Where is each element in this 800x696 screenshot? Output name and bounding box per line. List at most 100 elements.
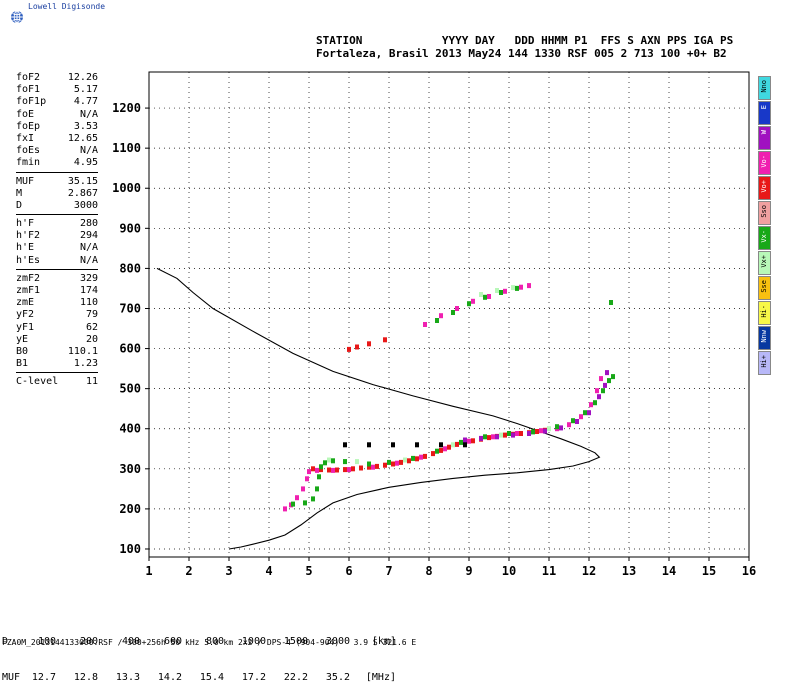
- param-value: 35.15: [67, 175, 98, 187]
- echo-point: [291, 501, 295, 507]
- legend-swatch: Sso: [758, 201, 771, 225]
- echo-point: [455, 306, 459, 311]
- globe-icon: [11, 10, 23, 24]
- echo-point: [319, 464, 323, 470]
- echo-point: [431, 451, 435, 457]
- param-row: B0 110.1: [16, 346, 98, 358]
- x-tick-label: 14: [662, 564, 676, 578]
- muf-distance-cell: 600: [163, 636, 182, 647]
- echo-point: [555, 424, 559, 430]
- echo-point: [301, 486, 305, 492]
- muf-value-row: MUF 12.7 12.8 13.3 14.2 15.4 17.2 22.2 35.2 [MHz]: [2, 672, 396, 684]
- echo-point: [579, 414, 583, 420]
- echo-point: [583, 410, 587, 416]
- y-tick-label: 300: [119, 462, 141, 476]
- param-value: 5.17: [73, 84, 98, 96]
- x-tick-label: 16: [742, 564, 756, 578]
- legend-label: Sse: [760, 280, 768, 293]
- muf-value-unit: [MHz]: [365, 672, 396, 683]
- echo-point: [435, 448, 439, 454]
- station-header-values: Fortaleza, Brasil 2013 May24 144 1330 RS…: [316, 47, 727, 60]
- param-row: fxI 12.65: [16, 133, 98, 145]
- muf-distance-cell: 3000: [325, 636, 350, 647]
- muf-value-cell: 17.2: [241, 672, 266, 683]
- echo-point: [343, 442, 347, 448]
- param-label: fmin: [16, 157, 41, 169]
- echo-point: [527, 431, 531, 436]
- x-tick-label: 4: [265, 564, 272, 578]
- param-row: foE N/A: [16, 109, 98, 121]
- echo-point: [559, 425, 563, 431]
- param-label: fxI: [16, 132, 35, 144]
- echo-point: [439, 447, 443, 453]
- station-header-labels: STATION YYYY DAY DDD HHMM P1 FFS S AXN P…: [316, 34, 734, 47]
- echo-point: [283, 506, 287, 512]
- param-label: D: [16, 199, 23, 211]
- legend-label: Vo+: [760, 180, 768, 193]
- x-tick-label: 11: [542, 564, 556, 578]
- param-value: 110.1: [67, 345, 98, 357]
- echo-point: [351, 466, 355, 472]
- param-label: yF2: [16, 309, 35, 321]
- echo-point: [575, 419, 579, 424]
- echo-point: [543, 428, 547, 434]
- param-value: 12.65: [67, 132, 98, 144]
- echo-point: [295, 495, 299, 501]
- echo-point: [447, 444, 451, 450]
- param-row: foF1p 4.77: [16, 96, 98, 108]
- echo-point: [601, 388, 605, 394]
- param-separator: [16, 171, 98, 173]
- echo-point: [463, 442, 467, 448]
- param-value: 174: [79, 285, 98, 296]
- echo-point: [487, 294, 491, 299]
- echo-point: [499, 290, 503, 295]
- param-row: D 3000: [16, 200, 98, 212]
- echo-point: [315, 486, 319, 492]
- param-row: foEp 3.53: [16, 121, 98, 133]
- param-value: N/A: [79, 108, 98, 120]
- param-label: foF2: [16, 72, 41, 83]
- legend-swatch: Vx-: [758, 226, 771, 250]
- param-value: 11: [85, 376, 98, 388]
- echo-point: [303, 500, 307, 506]
- legend-swatch: Vo+: [758, 176, 771, 200]
- param-value: 110: [79, 297, 98, 309]
- muf-distance-cell: 200: [79, 636, 98, 647]
- param-separator: [16, 372, 98, 374]
- echo-point: [371, 464, 375, 470]
- echo-point: [315, 467, 319, 473]
- echo-point: [511, 285, 515, 291]
- x-tick-label: 9: [465, 564, 472, 578]
- param-value: 12.26: [67, 72, 98, 83]
- param-label: foF1p: [16, 96, 47, 108]
- echo-point: [495, 288, 499, 293]
- x-tick-label: 10: [502, 564, 516, 578]
- echo-point: [467, 301, 471, 307]
- param-row: fmin 4.95: [16, 157, 98, 169]
- echo-point: [499, 432, 503, 438]
- echo-point: [495, 434, 499, 440]
- echo-point: [605, 370, 609, 376]
- x-tick-label: 5: [305, 564, 312, 578]
- legend-swatch: Vo-: [758, 151, 771, 175]
- echo-point: [571, 418, 575, 424]
- station-header: STATION YYYY DAY DDD HHMM P1 FFS S AXN P…: [316, 34, 733, 60]
- param-separator: [16, 268, 98, 270]
- param-row: h'E N/A: [16, 242, 98, 254]
- muf-value-cell: 15.4: [199, 672, 224, 683]
- param-row: zmF2 329: [16, 273, 98, 285]
- y-tick-label: 1000: [112, 181, 141, 195]
- y-tick-label: 600: [119, 342, 141, 356]
- echo-point: [439, 442, 443, 448]
- echo-point: [519, 431, 523, 436]
- param-label: zmE: [16, 297, 35, 309]
- param-value: 79: [85, 309, 98, 321]
- legend-swatch: E: [758, 101, 771, 125]
- echo-point: [527, 283, 531, 289]
- echo-point: [435, 318, 439, 323]
- param-row: h'Es N/A: [16, 255, 98, 267]
- muf-table: D 100 200 400 600 800 1000 1500 3000 [km] MUF 12.7…: [2, 612, 396, 696]
- legend-swatch: Sse: [758, 276, 771, 300]
- param-separator: [16, 214, 98, 216]
- echo-point: [515, 285, 519, 291]
